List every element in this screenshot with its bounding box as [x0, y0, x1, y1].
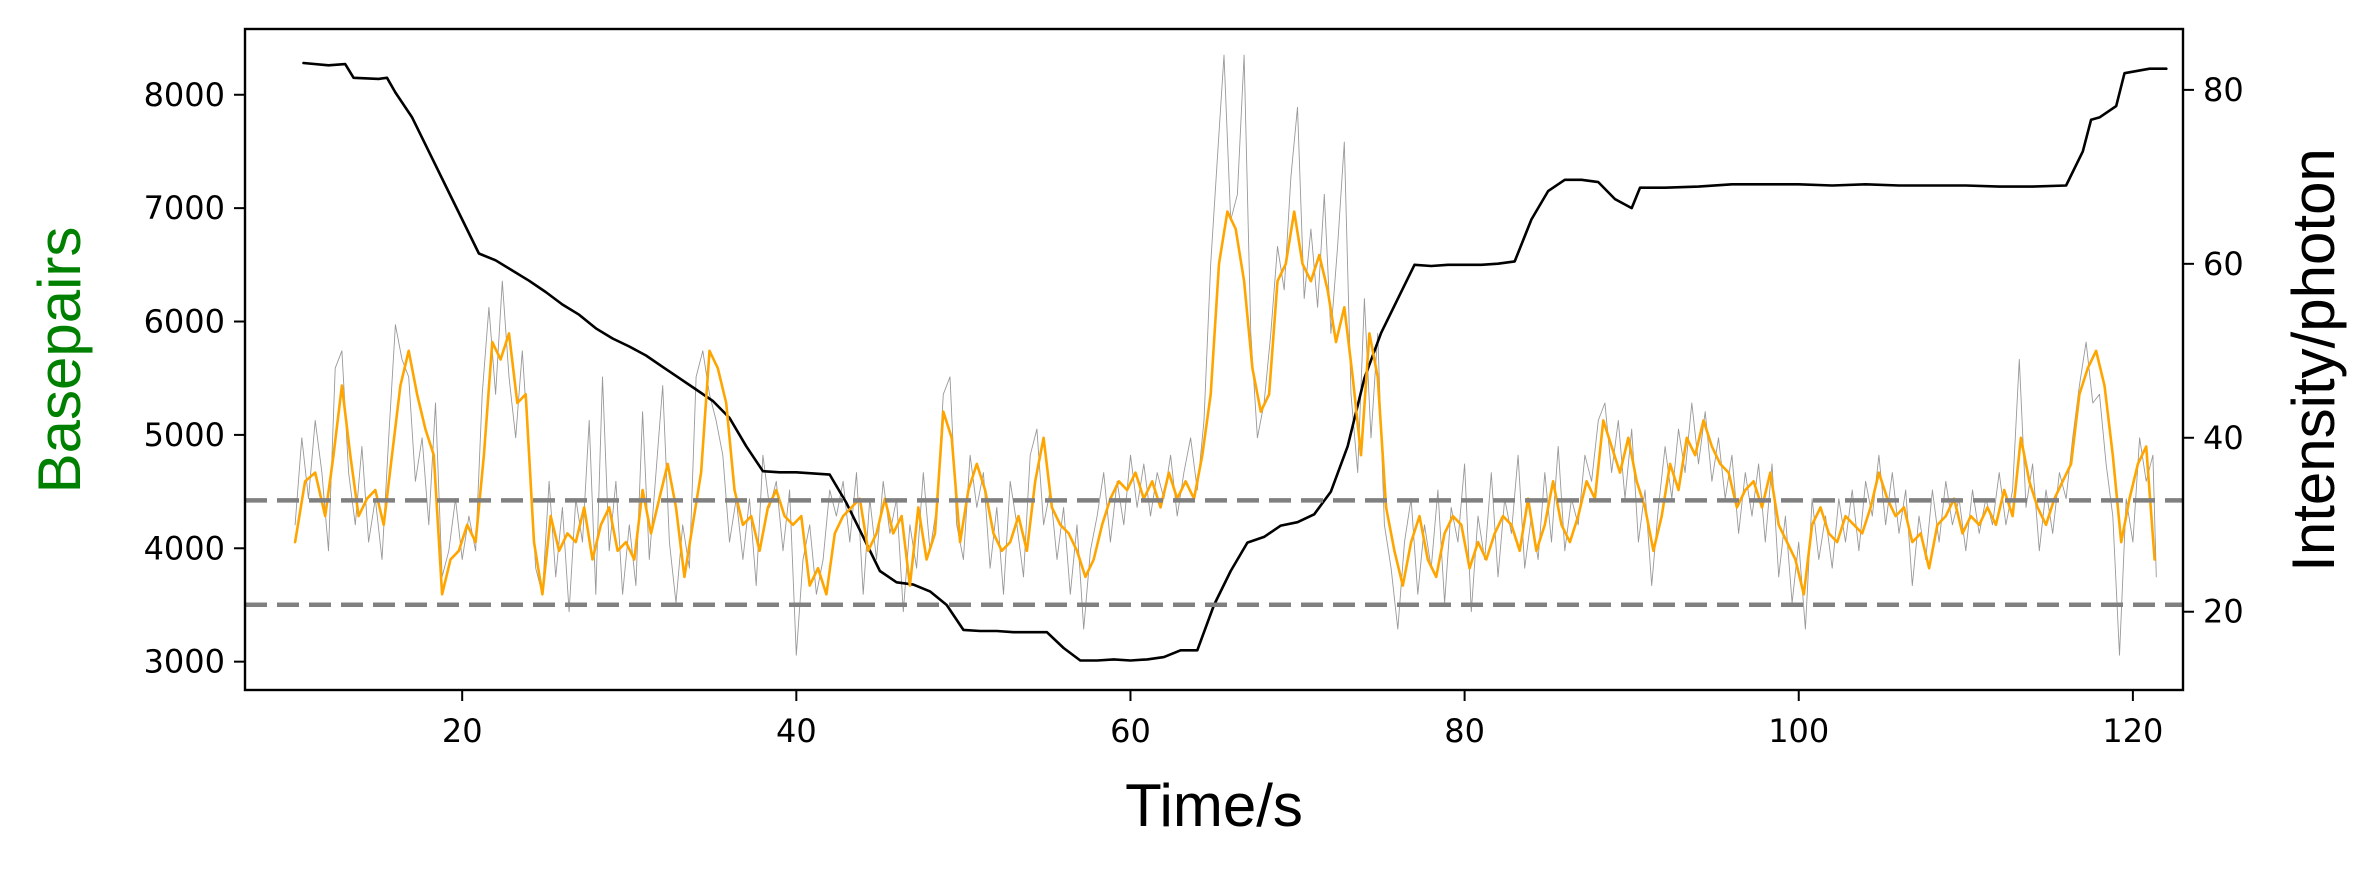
x-tick-label: 120 [2102, 712, 2163, 750]
left-y-tick-label: 5000 [144, 416, 225, 454]
right-y-tick-label: 80 [2203, 71, 2244, 109]
left-axis-title: Basepairs [26, 227, 93, 494]
x-tick-label: 20 [442, 712, 483, 750]
plot-frame [243, 27, 2185, 692]
left-y-tick-label: 3000 [144, 643, 225, 681]
series-line-intensity-raw [294, 54, 2157, 656]
left-y-tick-label: 7000 [144, 189, 225, 227]
series-line-intensity-smoothed [293, 210, 2156, 596]
x-tick-label: 100 [1768, 712, 1829, 750]
x-tick-label: 80 [1444, 712, 1485, 750]
reference-lines [245, 498, 2183, 608]
left-y-tick-label: 4000 [144, 529, 225, 567]
left-y-tick-label: 6000 [144, 303, 225, 341]
x-tick-label: 40 [776, 712, 817, 750]
series-line-basepairs [302, 61, 2168, 662]
right-axis-title: Intensity/photon [2280, 148, 2347, 572]
x-axis-title: Time/s [1125, 772, 1303, 839]
right-y-tick-label: 40 [2203, 419, 2244, 457]
series-layer [293, 54, 2168, 662]
right-y-tick-label: 60 [2203, 245, 2244, 283]
x-tick-label: 60 [1110, 712, 1151, 750]
axes: 20 40 60 80 100 120 3000 4000 5000 6000 7000 8000 20… [144, 71, 2244, 750]
right-y-tick-label: 20 [2203, 593, 2244, 631]
left-y-tick-label: 8000 [144, 76, 225, 114]
